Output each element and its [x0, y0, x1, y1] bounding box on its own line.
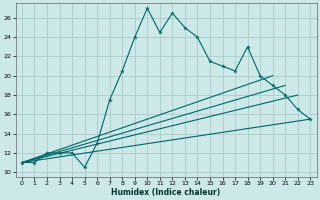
- X-axis label: Humidex (Indice chaleur): Humidex (Indice chaleur): [111, 188, 221, 197]
